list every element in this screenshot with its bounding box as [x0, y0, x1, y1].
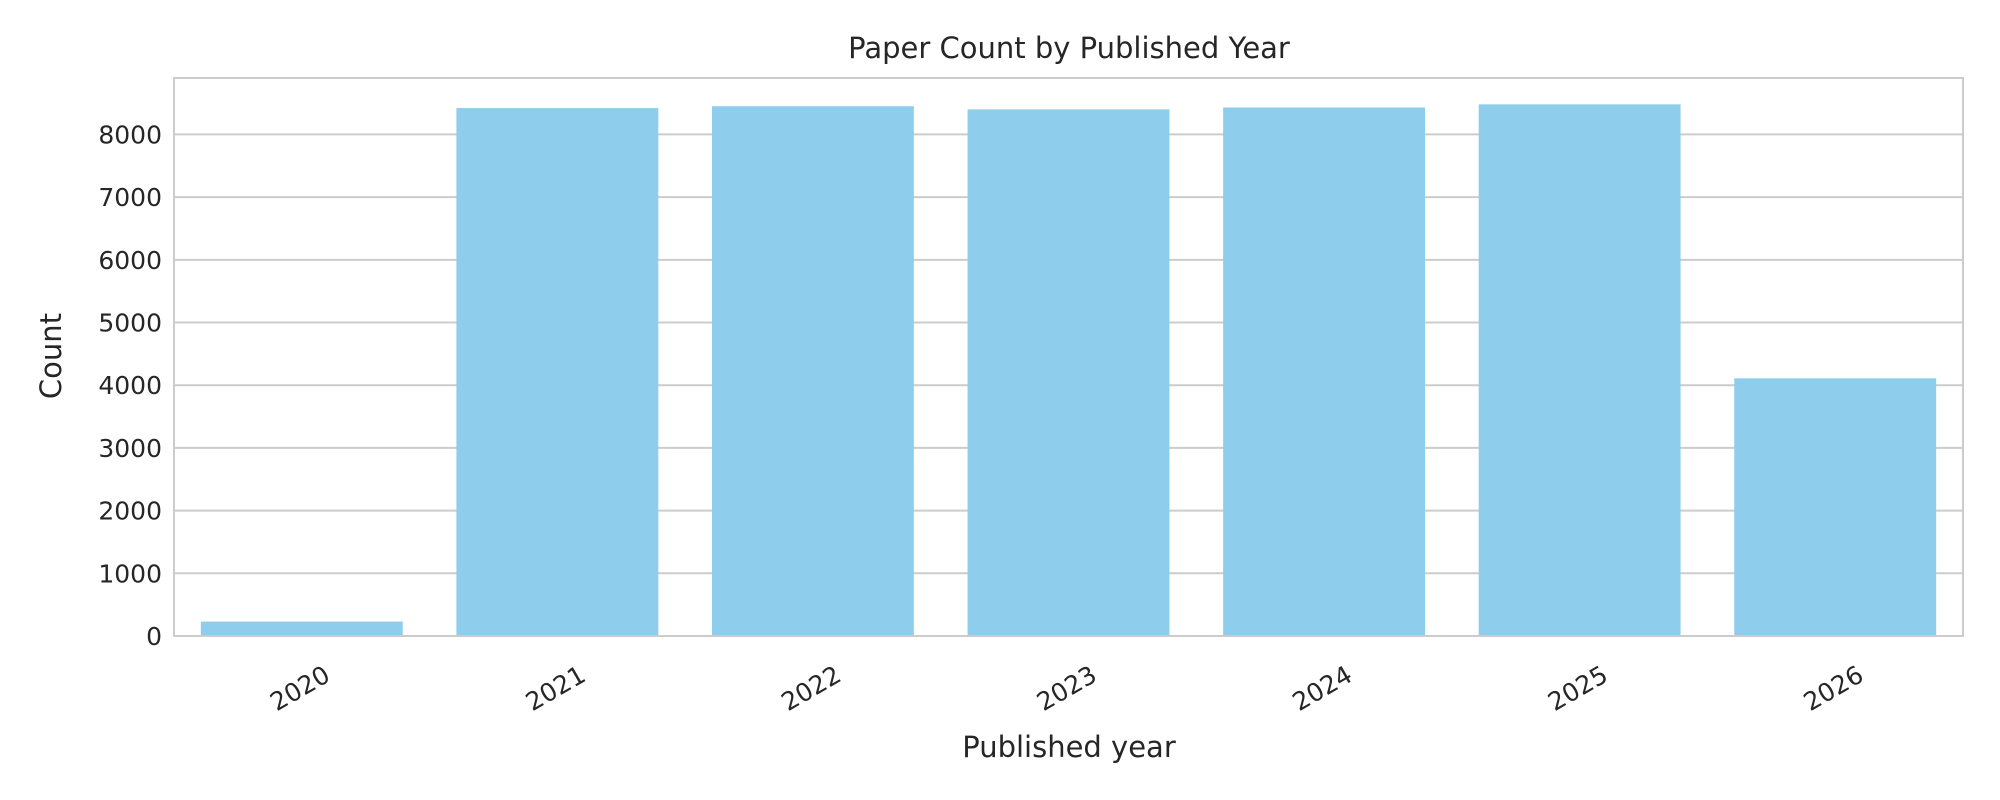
chart-title: Paper Count by Published Year [848, 31, 1290, 65]
y-tick-label: 4000 [98, 371, 162, 400]
bars [200, 104, 1937, 637]
y-tick-label: 7000 [98, 183, 162, 212]
y-tick-label: 3000 [98, 434, 162, 463]
y-tick-label: 2000 [98, 497, 162, 526]
plot-frame [173, 77, 1964, 637]
bar-2022 [711, 106, 914, 636]
bar-2025 [1478, 104, 1681, 636]
bar-2023 [967, 109, 1170, 636]
y-tick-label: 6000 [98, 246, 162, 275]
bar-2020 [200, 621, 403, 636]
y-axis-label: Count [34, 313, 68, 399]
bar-2021 [456, 108, 659, 637]
y-tick-labels: 0 1000 2000 3000 4000 5000 6000 7000 8000 [98, 120, 162, 651]
y-tick-label: 0 [146, 622, 162, 651]
bar-2026 [1734, 378, 1937, 636]
y-tick-label: 1000 [98, 559, 162, 588]
y-tick-label: 8000 [98, 120, 162, 149]
bar-2024 [1223, 107, 1426, 637]
y-tick-label: 5000 [98, 309, 162, 338]
x-axis-label: Published year [962, 730, 1176, 764]
